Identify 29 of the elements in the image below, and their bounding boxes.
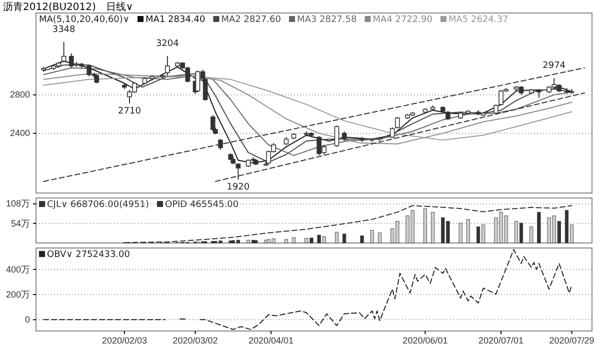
- y-tick-label: 54万: [10, 218, 30, 228]
- y-tick-label: 400万: [6, 264, 30, 274]
- legend-label: OBV∨ 2752433.00: [47, 250, 130, 260]
- x-tick-label: 2020/04/01: [248, 335, 294, 346]
- x-tick-label: 2020/02/03: [102, 335, 147, 346]
- annotation: 3204: [156, 38, 180, 49]
- x-tick-label: 2020/07/01: [478, 335, 524, 346]
- y-tick-label: 2400: [10, 128, 30, 138]
- legend-label: CJL∨ 668706.00(4951): [47, 200, 149, 210]
- legend-label: MA2 2827.60: [221, 15, 282, 25]
- legend-label: MA5 2624.37: [448, 15, 508, 25]
- chart-title: 沥青2012(BU2012): [3, 1, 96, 13]
- y-tick-label: 0: [24, 314, 30, 325]
- x-tick-label: 2020/06/01: [402, 335, 448, 346]
- x-tick-label: 2020/03/02: [172, 335, 218, 346]
- annotation: 2974: [542, 61, 566, 72]
- chart-subtitle: 日线∨: [106, 1, 134, 13]
- legend-title: MA(5,10,20,40,60)∨: [39, 15, 130, 25]
- annotation: 3348: [52, 25, 76, 36]
- legend-label: OPID 465545.00: [165, 200, 239, 210]
- legend-label: MA4 2722.90: [372, 15, 433, 25]
- y-tick-label: 200万: [6, 289, 30, 300]
- legend-label: MA3 2827.58: [296, 15, 357, 25]
- annotation: 1920: [226, 182, 250, 193]
- y-tick-label: 108万: [6, 198, 30, 209]
- y-tick-label: 2800: [10, 90, 30, 100]
- legend-label: MA1 2834.40: [146, 15, 206, 25]
- x-tick-label: 2020/07/29: [549, 335, 594, 346]
- annotation: 2710: [118, 106, 142, 116]
